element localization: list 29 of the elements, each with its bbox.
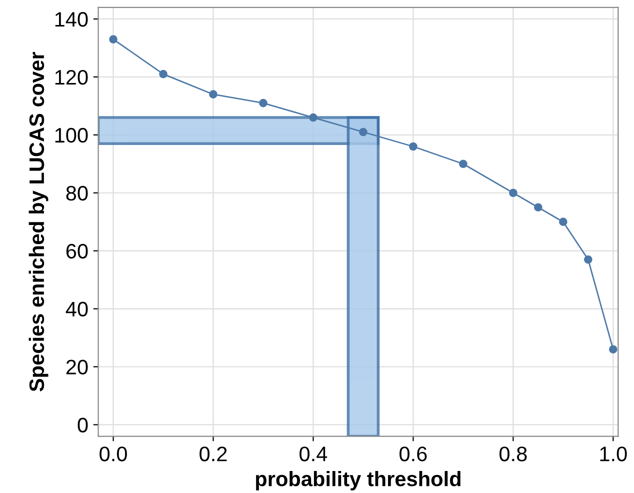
point xyxy=(209,90,218,99)
x-tick-label: 0.6 xyxy=(400,446,427,462)
x-tick-label: 0.8 xyxy=(500,446,527,462)
point xyxy=(409,142,418,151)
y-tick-label: 120 xyxy=(55,70,88,85)
y-axis-title: Species enriched by LUCAS cover xyxy=(28,52,48,392)
y-tick-label: 0 xyxy=(78,418,88,432)
x-tick-label: 0.4 xyxy=(300,446,328,462)
point xyxy=(558,218,568,226)
point xyxy=(534,203,542,212)
y-tick-label: 100 xyxy=(55,128,88,143)
point xyxy=(159,70,168,78)
point xyxy=(259,98,268,108)
point xyxy=(109,35,118,44)
x-tick-label: 0.0 xyxy=(100,446,127,462)
x-tick-label: 0.2 xyxy=(200,446,227,462)
y-tick-label: 60 xyxy=(66,244,88,259)
x-tick-label: 1.0 xyxy=(600,446,627,462)
point xyxy=(608,345,618,354)
point xyxy=(309,113,318,122)
point xyxy=(359,128,368,136)
y-tick-label: 80 xyxy=(66,186,88,201)
x-axis-title: probability threshold xyxy=(256,471,460,490)
point xyxy=(584,255,592,264)
y-tick-label: 20 xyxy=(66,360,88,375)
point xyxy=(509,188,518,198)
y-tick-label: 40 xyxy=(66,302,88,317)
y-tick-label: 140 xyxy=(55,12,88,27)
point xyxy=(459,160,468,168)
